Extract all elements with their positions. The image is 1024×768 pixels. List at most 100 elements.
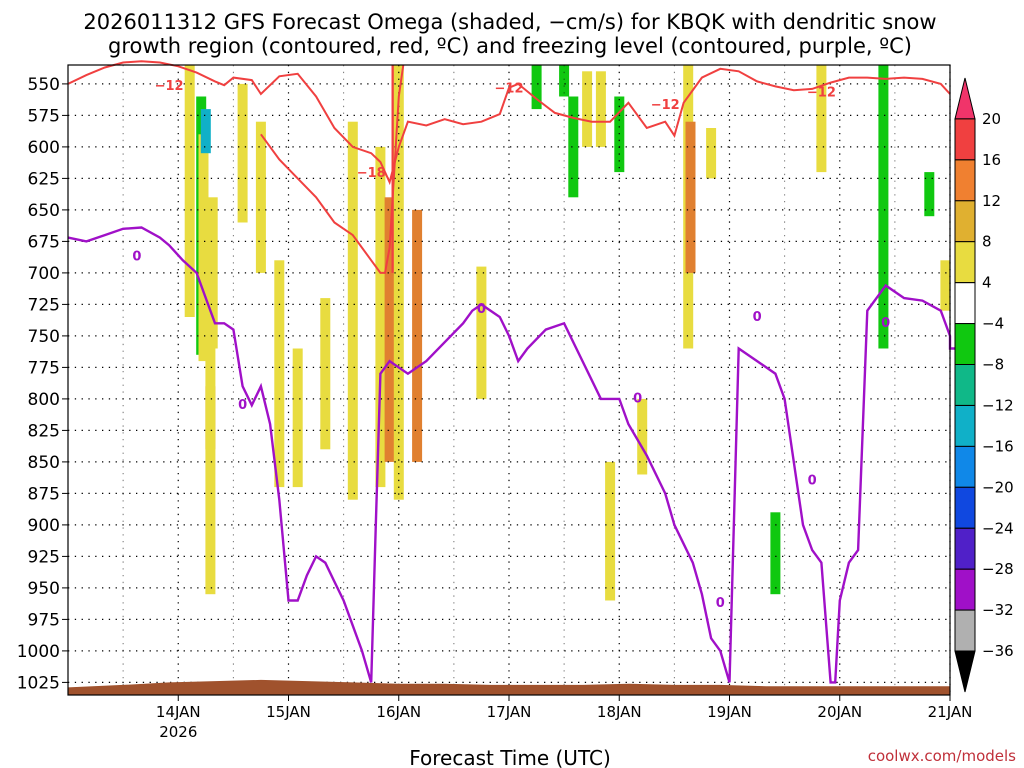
dgz-minus12-contour [67, 60, 951, 186]
colorbar-label-8: −16 [982, 437, 1014, 455]
freezing-contour-label-0: 0 [132, 249, 141, 264]
freezing-contour-label-3: 0 [633, 392, 642, 407]
y-tick-label-16: 950 [28, 579, 60, 599]
freezing-level-contour [67, 226, 969, 684]
colorbar-swatch-7 [954, 364, 976, 406]
colorbar-label-12: −32 [982, 601, 1014, 619]
y-tick-label-8: 750 [28, 327, 60, 347]
colorbar-swatch-4 [954, 241, 976, 284]
colorbar-swatch-9 [954, 445, 976, 488]
colorbar-swatch-5 [954, 282, 976, 325]
colorbar-swatch-8 [954, 405, 976, 447]
x-tick-sublabel-0: 2026 [159, 723, 197, 741]
dgz-contour-label-18: −18 [357, 166, 386, 181]
y-tick-label-1: 575 [28, 106, 60, 126]
colorbar-label-9: −20 [982, 478, 1014, 496]
dgz-contour-label-3: −12 [807, 86, 836, 101]
y-tick-label-18: 1000 [17, 642, 60, 662]
colorbar-label-7: −12 [982, 397, 1014, 415]
y-tick-label-2: 600 [28, 138, 60, 158]
omega-shade-17 [412, 209, 423, 462]
freezing-contour-label-4: 0 [716, 596, 725, 611]
credit-text: coolwx.com/models [868, 747, 1016, 765]
colorbar-label-1: 16 [982, 151, 1001, 169]
gridlines [68, 65, 951, 695]
colorbar-label-11: −28 [982, 560, 1014, 578]
omega-shade-22 [582, 71, 593, 147]
x-tick-label-7: 21JAN [928, 703, 973, 721]
y-tick-label-11: 825 [28, 421, 60, 441]
x-tick-label-0: 14JAN [156, 703, 201, 721]
x-tick-label-3: 17JAN [487, 703, 532, 721]
omega-shade-13 [375, 146, 386, 488]
omega-shade-32 [878, 65, 889, 349]
y-tick-label-19: 1025 [17, 673, 60, 693]
x-axis-ticks: 14JAN 2026 15JAN 16JAN 17JAN 18JAN 19JAN 20JAN 2… [156, 695, 972, 741]
y-tick-label-0: 550 [28, 75, 60, 95]
chart-title-line-2: growth region (contoured, red, ºC) and f… [108, 34, 912, 58]
omega-shade-20 [559, 65, 570, 97]
omega-shade-21 [568, 96, 579, 198]
freezing-contour-label-6: 0 [808, 474, 817, 489]
omega-shade-30 [770, 512, 781, 595]
omega-shade-19 [531, 65, 542, 110]
colorbar-swatch-bottom-arrow [954, 650, 976, 693]
omega-shade-23 [595, 71, 606, 147]
y-tick-label-6: 700 [28, 264, 60, 284]
omega-shade-10 [292, 348, 303, 488]
y-tick-label-9: 775 [28, 358, 60, 378]
colorbar: 20 16 12 8 4 −4 −8 −12 −16 −20 −24 −28 −32 −36 [954, 77, 1014, 693]
omega-shade-18 [476, 266, 487, 399]
dgz-contour-label-0: −12 [155, 79, 184, 94]
omega-shade-3 [200, 109, 211, 154]
colorbar-swatch-11 [954, 527, 976, 570]
dgz-contour-label-2: −12 [651, 98, 680, 113]
colorbar-swatch-12 [954, 568, 976, 611]
colorbar-swatch-13 [954, 609, 976, 652]
chart-title-line-1: 2026011312 GFS Forecast Omega (shaded, −… [83, 10, 936, 34]
colorbar-label-13: −36 [982, 642, 1014, 660]
omega-shade-29 [706, 128, 717, 179]
x-tick-label-5: 19JAN [707, 703, 752, 721]
x-tick-label-6: 20JAN [817, 703, 862, 721]
omega-shade-25 [605, 461, 616, 601]
omega-shade-14 [384, 197, 395, 462]
omega-shade-6 [205, 272, 216, 595]
dgz-contour-label-1: −12 [495, 82, 524, 97]
x-tick-label-1: 15JAN [266, 703, 311, 721]
y-tick-label-17: 975 [28, 610, 60, 630]
omega-shade-11 [320, 298, 331, 450]
omega-shade-16 [393, 65, 404, 500]
colorbar-label-10: −24 [982, 519, 1014, 537]
omega-shade-2 [198, 134, 209, 362]
x-tick-label-4: 18JAN [597, 703, 642, 721]
colorbar-swatch-1 [954, 118, 976, 161]
freezing-contour-label-5: 0 [753, 310, 762, 325]
freezing-contour-label-1: 0 [238, 398, 247, 413]
colorbar-swatch-6 [954, 323, 976, 366]
omega-shade-8 [255, 121, 266, 273]
y-tick-label-3: 625 [28, 169, 60, 189]
freezing-contour-label-2: 0 [477, 302, 486, 317]
y-tick-label-5: 675 [28, 232, 60, 252]
y-axis-ticks: 550 575 600 625 650 675 700 725 750 775 800 825 850 8… [17, 75, 68, 693]
freezing-contour-label-7: 0 [881, 316, 890, 331]
colorbar-label-3: 8 [982, 233, 992, 251]
colorbar-label-5: −4 [982, 315, 1004, 333]
omega-shade-31 [816, 65, 827, 173]
terrain-surface [68, 679, 950, 695]
colorbar-label-6: −8 [982, 356, 1004, 374]
y-tick-label-13: 875 [28, 484, 60, 504]
colorbar-label-4: 4 [982, 274, 992, 292]
omega-shade-7 [237, 83, 248, 223]
y-tick-label-12: 850 [28, 453, 60, 473]
omega-shade-0 [184, 65, 195, 317]
y-tick-label-7: 725 [28, 295, 60, 315]
omega-shade-26 [637, 398, 648, 475]
colorbar-label-0: 20 [982, 110, 1001, 128]
y-tick-label-14: 900 [28, 516, 60, 536]
contour-layer: −12 −12 −12 −12 −18 0 0 0 0 0 0 0 0 [67, 60, 969, 684]
dgz-minus18-contour [260, 64, 405, 274]
terrain-layer [68, 679, 950, 695]
omega-shade-9 [274, 260, 285, 488]
